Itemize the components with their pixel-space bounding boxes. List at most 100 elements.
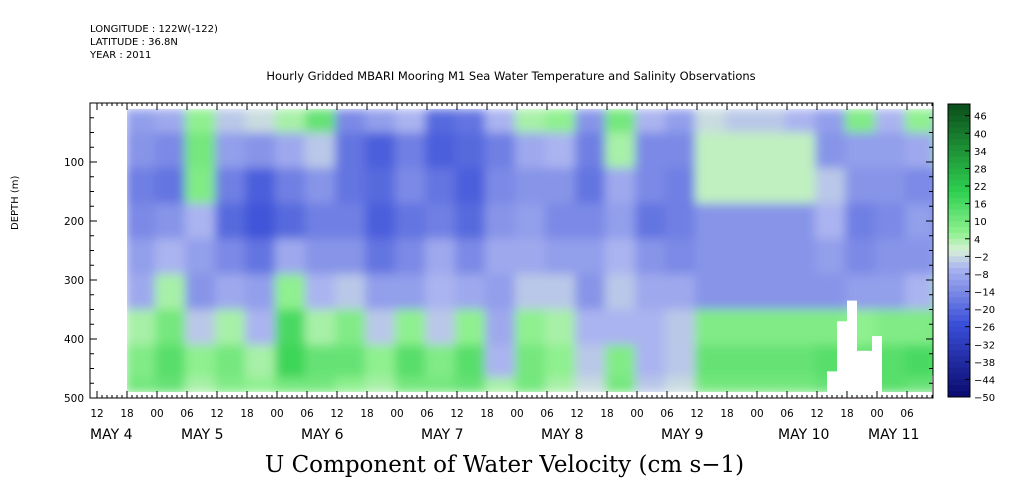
data-cell (305, 167, 339, 205)
colorbar-label: 16 (974, 200, 987, 211)
colorbar-label: −8 (974, 270, 989, 281)
data-cell (545, 132, 579, 169)
data-cell (905, 377, 933, 394)
data-cell (275, 132, 309, 169)
data-cell (455, 344, 489, 379)
data-cell (785, 108, 819, 134)
data-cell (245, 377, 279, 394)
data-cell (905, 132, 933, 169)
missing-region (837, 321, 847, 393)
data-cell (665, 108, 699, 134)
data-cell (125, 309, 159, 346)
colorbar-swatch (948, 268, 970, 275)
data-cell (395, 238, 429, 276)
data-cell (785, 167, 819, 205)
data-cell (875, 238, 909, 276)
data-cell (515, 167, 549, 205)
data-cell (395, 132, 429, 169)
data-cell (545, 167, 579, 205)
x-tick-label: 00 (750, 408, 763, 420)
data-cell (455, 238, 489, 276)
data-cell (845, 238, 879, 276)
data-cell (635, 167, 669, 205)
data-cell (575, 108, 609, 134)
no-data-left (90, 103, 127, 398)
data-cell (665, 377, 699, 394)
x-tick-label: 06 (660, 408, 674, 420)
data-cell (485, 377, 519, 394)
colorbar: 46 40 34 28 22 16 10 4 −2 −8 −14 −20 −26 −32 −38 −44 −50 (947, 103, 995, 404)
data-cell (125, 132, 159, 169)
data-cell (575, 132, 609, 169)
data-cell (365, 132, 399, 169)
colorbar-swatch (948, 139, 970, 146)
data-cell (545, 377, 579, 394)
data-cell (515, 309, 549, 346)
day-label: MAY 5 (181, 427, 223, 443)
data-cell (155, 108, 189, 134)
data-cell (485, 132, 519, 169)
missing-data-regions (827, 300, 933, 393)
data-cell (515, 203, 549, 240)
data-cell (275, 167, 309, 205)
data-cell (845, 132, 879, 169)
data-cell (215, 377, 249, 394)
data-cell (245, 108, 279, 134)
data-cell (155, 377, 189, 394)
colorbar-label: 22 (974, 182, 987, 193)
data-cell (875, 274, 909, 311)
data-cell (695, 309, 729, 346)
day-label: MAY 10 (778, 427, 829, 443)
data-cell (305, 108, 339, 134)
x-tick-label: 12 (90, 408, 103, 420)
data-cell (545, 309, 579, 346)
data-cell (605, 377, 639, 394)
colorbar-swatch (948, 285, 970, 293)
data-cell (605, 167, 639, 205)
data-cell (605, 274, 639, 311)
data-cell (155, 238, 189, 276)
day-label: MAY 9 (661, 427, 703, 443)
data-cell (845, 108, 879, 134)
data-cell (515, 377, 549, 394)
data-cell (185, 167, 219, 205)
data-cell (815, 238, 849, 276)
x-tick-label: 18 (480, 408, 493, 420)
data-cell (395, 108, 429, 134)
data-cell (185, 132, 219, 169)
colorbar-swatch (948, 221, 970, 228)
data-cell (425, 108, 459, 134)
data-cell (245, 132, 279, 169)
data-cell (185, 238, 219, 276)
colorbar-swatch (948, 344, 970, 351)
data-cell (455, 377, 489, 394)
data-cell (215, 274, 249, 311)
data-cell (215, 309, 249, 346)
data-cell (575, 238, 609, 276)
data-cell (425, 203, 459, 240)
missing-region (827, 371, 837, 393)
data-cell (335, 377, 369, 394)
data-cell (185, 309, 219, 346)
data-cell (395, 377, 429, 394)
data-cell (635, 274, 669, 311)
data-cell (305, 203, 339, 240)
data-cell (755, 274, 789, 311)
data-cell (335, 344, 369, 379)
data-cell (785, 344, 819, 379)
x-tick-label: 18 (120, 408, 133, 420)
x-tick-label: 06 (300, 408, 314, 420)
data-cell (365, 238, 399, 276)
data-cell (395, 203, 429, 240)
data-cell (725, 238, 759, 276)
data-cell (275, 274, 309, 311)
data-cell (605, 108, 639, 134)
data-cell (575, 309, 609, 346)
data-cell (575, 203, 609, 240)
data-cell (605, 238, 639, 276)
colorbar-swatch (948, 104, 970, 111)
data-cell (905, 344, 933, 379)
data-cell (635, 309, 669, 346)
x-tick-label: 12 (330, 408, 343, 420)
